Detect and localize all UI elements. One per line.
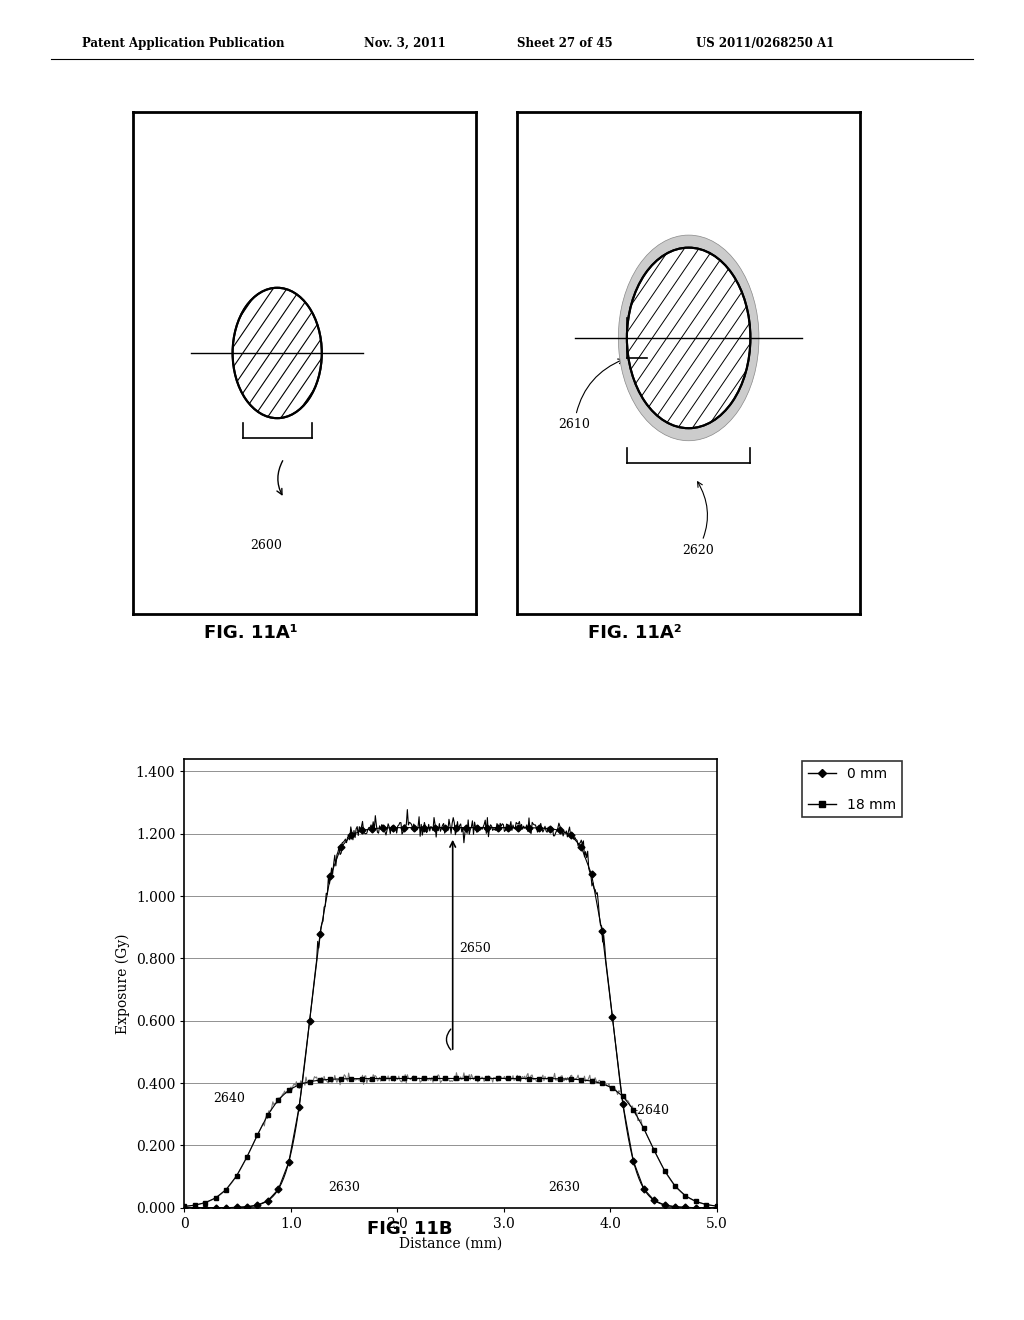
18 mm bbox=[711, 1199, 723, 1214]
Y-axis label: Exposure (Gy): Exposure (Gy) bbox=[116, 933, 130, 1034]
0 mm bbox=[178, 1200, 190, 1216]
0 mm bbox=[367, 821, 379, 837]
X-axis label: Distance (mm): Distance (mm) bbox=[399, 1237, 502, 1250]
18 mm bbox=[512, 1071, 524, 1086]
0 mm bbox=[429, 820, 441, 836]
Legend: 0 mm, 18 mm: 0 mm, 18 mm bbox=[803, 762, 901, 817]
Circle shape bbox=[232, 288, 322, 418]
Text: FIG. 11A²: FIG. 11A² bbox=[588, 624, 682, 643]
18 mm bbox=[429, 1071, 441, 1086]
Text: 2620: 2620 bbox=[682, 482, 714, 557]
Text: 2630: 2630 bbox=[328, 1180, 360, 1193]
Text: FIG. 11B: FIG. 11B bbox=[367, 1220, 453, 1238]
Text: 2610: 2610 bbox=[558, 359, 624, 432]
Line: 0 mm: 0 mm bbox=[182, 825, 719, 1210]
18 mm bbox=[178, 1199, 190, 1214]
Text: 2630: 2630 bbox=[549, 1180, 581, 1193]
Circle shape bbox=[627, 248, 751, 428]
Text: FIG. 11A¹: FIG. 11A¹ bbox=[204, 624, 298, 643]
Text: 2640: 2640 bbox=[213, 1092, 245, 1105]
Text: US 2011/0268250 A1: US 2011/0268250 A1 bbox=[696, 37, 835, 50]
18 mm bbox=[367, 1071, 379, 1086]
Text: 2650: 2650 bbox=[459, 942, 490, 956]
18 mm bbox=[679, 1188, 691, 1204]
Text: Nov. 3, 2011: Nov. 3, 2011 bbox=[364, 37, 445, 50]
0 mm bbox=[460, 820, 472, 836]
Text: -2640: -2640 bbox=[634, 1105, 670, 1117]
0 mm bbox=[220, 1200, 232, 1216]
18 mm bbox=[450, 1071, 462, 1086]
Text: Sheet 27 of 45: Sheet 27 of 45 bbox=[517, 37, 612, 50]
0 mm bbox=[534, 820, 546, 836]
0 mm bbox=[711, 1200, 723, 1216]
0 mm bbox=[512, 820, 524, 836]
0 mm bbox=[679, 1200, 691, 1216]
Line: 18 mm: 18 mm bbox=[182, 1076, 719, 1209]
18 mm bbox=[220, 1181, 232, 1197]
Text: 2600: 2600 bbox=[250, 539, 282, 552]
Text: Patent Application Publication: Patent Application Publication bbox=[82, 37, 285, 50]
Circle shape bbox=[618, 235, 759, 441]
18 mm bbox=[534, 1071, 546, 1086]
